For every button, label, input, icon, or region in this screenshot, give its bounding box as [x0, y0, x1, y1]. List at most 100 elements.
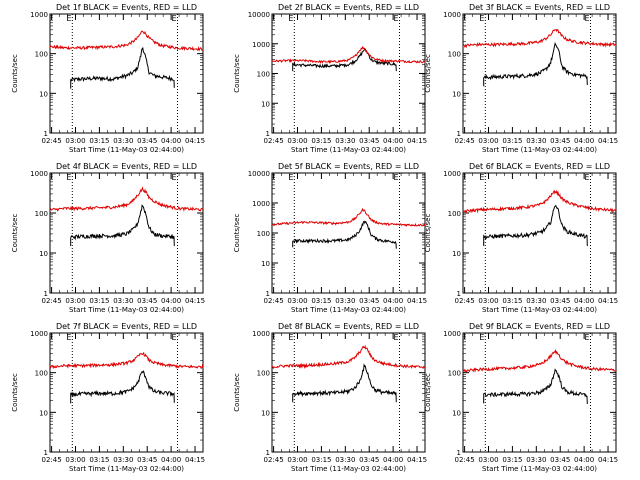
- y-tick-label: 10: [39, 409, 48, 417]
- events-series-line: [292, 48, 397, 72]
- y-tick-label: 100: [257, 71, 270, 79]
- y-tick-label: 10: [39, 90, 48, 98]
- event-marker-label: E: [394, 333, 399, 342]
- panel-2: Det 2f BLACK = Events, RED = LLD 1 10 100 10…: [233, 3, 427, 154]
- event-marker-label: E: [66, 333, 71, 342]
- panel-3: Det 3f BLACK = Events, RED = LLD 1 10 100 10…: [424, 3, 618, 154]
- x-tick-label: 03:45: [137, 456, 157, 464]
- events-series-line: [483, 368, 588, 405]
- x-tick-label: 03:30: [335, 137, 355, 145]
- event-marker-label: E: [479, 333, 484, 342]
- y-tick-label: 1000: [252, 330, 270, 338]
- panel-5: Det 5f BLACK = Events, RED = LLD 1 10 100 10…: [233, 162, 427, 314]
- panel-1: Det 1f BLACK = Events, RED = LLD 1 10 100 10…: [11, 3, 205, 154]
- y-tick-label: 10: [261, 100, 270, 108]
- event-marker-label: E: [172, 173, 177, 182]
- x-tick-label: 02:45: [42, 297, 62, 305]
- y-tick-label: 10: [39, 250, 48, 258]
- event-marker-label: E: [394, 14, 399, 23]
- event-marker-label: E: [585, 333, 590, 342]
- x-tick-label: 03:30: [113, 297, 133, 305]
- panel-4: Det 4f BLACK = Events, RED = LLD 1 10 100 10…: [11, 162, 205, 314]
- y-tick-label: 100: [35, 370, 48, 378]
- x-tick-label: 04:15: [407, 456, 427, 464]
- plot-frame: [49, 332, 204, 453]
- y-tick-label: 100: [448, 51, 461, 59]
- x-tick-label: 03:00: [65, 137, 85, 145]
- lld-series-line: [272, 45, 426, 64]
- event-marker-label: E: [66, 173, 71, 182]
- x-axis-label: Start Time (11-May-03 02:44:00): [69, 465, 184, 473]
- y-tick-label: 1: [266, 290, 270, 298]
- panel-9: Det 9f BLACK = Events, RED = LLD 1 10 100 10…: [424, 322, 618, 473]
- x-tick-label: 04:00: [383, 137, 403, 145]
- x-tick-label: 03:15: [311, 137, 331, 145]
- y-tick-label: 10000: [248, 170, 270, 178]
- y-tick-label: 1: [44, 130, 48, 138]
- x-tick-label: 04:15: [598, 456, 618, 464]
- x-tick-label: 04:15: [185, 456, 205, 464]
- y-tick-label: 10: [261, 260, 270, 268]
- x-tick-label: 03:30: [113, 137, 133, 145]
- x-axis-label: Start Time (11-May-03 02:44:00): [291, 306, 406, 314]
- x-tick-label: 03:00: [478, 137, 498, 145]
- x-tick-label: 04:00: [161, 297, 181, 305]
- event-marker-label: E: [394, 173, 399, 182]
- x-tick-label: 03:30: [335, 456, 355, 464]
- event-marker-label: E: [66, 14, 71, 23]
- event-marker-label: E: [479, 173, 484, 182]
- x-axis-label: Start Time (11-May-03 02:44:00): [291, 465, 406, 473]
- x-tick-label: 03:15: [502, 137, 522, 145]
- x-tick-label: 03:30: [526, 137, 546, 145]
- plot-frame: [271, 13, 426, 134]
- event-marker-label: E: [479, 14, 484, 23]
- event-marker-label: E: [288, 173, 293, 182]
- events-series-line: [292, 363, 397, 403]
- x-tick-label: 03:45: [550, 456, 570, 464]
- y-tick-label: 100: [257, 230, 270, 238]
- x-tick-label: 03:45: [359, 297, 379, 305]
- x-tick-label: 02:45: [455, 297, 475, 305]
- y-tick-label: 100: [257, 370, 270, 378]
- x-tick-label: 03:00: [287, 297, 307, 305]
- x-tick-label: 03:15: [89, 456, 109, 464]
- panel-title: Det 9f BLACK = Events, RED = LLD: [469, 322, 610, 331]
- x-tick-label: 03:15: [89, 297, 109, 305]
- y-tick-label: 100: [448, 370, 461, 378]
- x-axis-label: Start Time (11-May-03 02:44:00): [69, 146, 184, 154]
- y-axis-label: Counts/sec: [11, 373, 19, 412]
- x-tick-label: 02:45: [264, 456, 284, 464]
- x-tick-label: 04:00: [574, 297, 594, 305]
- x-tick-label: 04:00: [574, 456, 594, 464]
- y-tick-label: 1000: [30, 330, 48, 338]
- y-tick-label: 1000: [30, 170, 48, 178]
- y-axis-label: Counts/sec: [11, 54, 19, 93]
- x-tick-label: 03:45: [137, 297, 157, 305]
- x-tick-label: 04:00: [383, 456, 403, 464]
- event-marker-label: E: [585, 14, 590, 23]
- x-tick-label: 04:15: [407, 137, 427, 145]
- y-tick-label: 1: [457, 290, 461, 298]
- x-tick-label: 04:00: [161, 137, 181, 145]
- event-marker-label: E: [172, 333, 177, 342]
- x-tick-label: 03:45: [359, 137, 379, 145]
- y-tick-label: 1: [266, 449, 270, 457]
- panel-title: Det 8f BLACK = Events, RED = LLD: [278, 322, 419, 331]
- lld-series-line: [271, 344, 426, 370]
- y-tick-label: 1000: [252, 200, 270, 208]
- y-tick-label: 1000: [30, 11, 48, 19]
- x-axis-label: Start Time (11-May-03 02:44:00): [69, 306, 184, 314]
- lld-series-line: [462, 348, 617, 374]
- x-axis-label: Start Time (11-May-03 02:44:00): [482, 146, 597, 154]
- x-axis-label: Start Time (11-May-03 02:44:00): [482, 306, 597, 314]
- x-tick-label: 02:45: [42, 137, 62, 145]
- y-tick-label: 1000: [252, 41, 270, 49]
- y-axis-label: Counts/sec: [233, 214, 241, 253]
- y-axis-label: Counts/sec: [11, 214, 19, 253]
- event-marker-label: E: [172, 14, 177, 23]
- events-series-line: [483, 42, 588, 87]
- x-tick-label: 03:45: [137, 137, 157, 145]
- x-tick-label: 03:15: [502, 456, 522, 464]
- y-tick-label: 10000: [248, 11, 270, 19]
